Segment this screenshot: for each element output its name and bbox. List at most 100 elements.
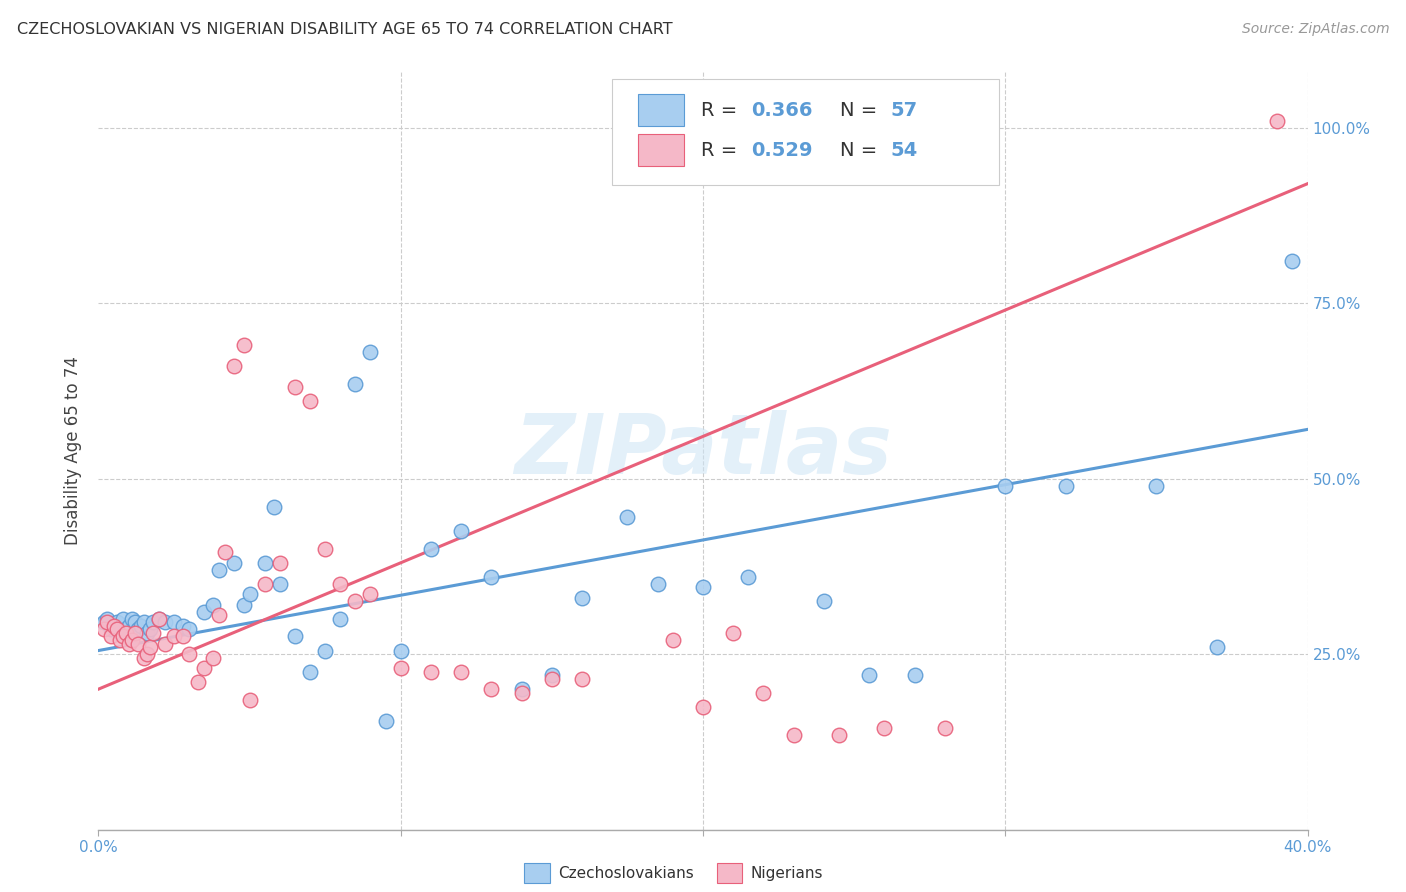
Point xyxy=(105,623,128,637)
Point xyxy=(135,647,157,661)
Point xyxy=(118,619,141,633)
Point xyxy=(253,577,276,591)
Point xyxy=(132,650,155,665)
Point xyxy=(1281,254,1303,268)
Point xyxy=(135,626,157,640)
Point xyxy=(692,580,714,594)
Point xyxy=(540,668,562,682)
Point xyxy=(692,699,714,714)
Point xyxy=(481,570,503,584)
Point xyxy=(329,577,352,591)
Text: R =: R = xyxy=(700,101,744,120)
Point xyxy=(314,541,336,556)
Point xyxy=(121,633,143,648)
Text: 57: 57 xyxy=(890,101,918,120)
Point xyxy=(148,612,170,626)
Point xyxy=(344,594,367,608)
Point xyxy=(329,612,352,626)
Point xyxy=(111,630,134,644)
Point xyxy=(214,545,236,559)
Point xyxy=(269,556,291,570)
Point xyxy=(111,612,134,626)
Point xyxy=(616,510,638,524)
Point xyxy=(1144,478,1167,492)
Point xyxy=(389,643,412,657)
Point xyxy=(571,672,593,686)
Point xyxy=(232,338,254,352)
Text: Czechoslovakians: Czechoslovakians xyxy=(558,866,695,880)
Text: R =: R = xyxy=(700,141,744,160)
Text: N =: N = xyxy=(839,101,883,120)
Point xyxy=(118,636,141,650)
Point xyxy=(124,615,146,630)
Point xyxy=(420,541,443,556)
Point xyxy=(114,626,136,640)
Text: CZECHOSLOVAKIAN VS NIGERIAN DISABILITY AGE 65 TO 74 CORRELATION CHART: CZECHOSLOVAKIAN VS NIGERIAN DISABILITY A… xyxy=(17,22,672,37)
Text: N =: N = xyxy=(839,141,883,160)
Point xyxy=(108,633,131,648)
Point xyxy=(121,612,143,626)
Point xyxy=(193,661,215,675)
Point xyxy=(153,636,176,650)
Point xyxy=(114,623,136,637)
Point xyxy=(163,630,186,644)
Point xyxy=(510,686,533,700)
Point xyxy=(105,615,128,630)
FancyBboxPatch shape xyxy=(613,79,1000,186)
Point xyxy=(873,721,896,735)
Point xyxy=(93,623,115,637)
Point xyxy=(172,630,194,644)
Point xyxy=(813,594,835,608)
Point xyxy=(103,619,125,633)
Point xyxy=(93,615,115,630)
Point xyxy=(163,615,186,630)
Point xyxy=(284,380,307,394)
Point xyxy=(299,394,322,409)
Point xyxy=(737,570,759,584)
Point xyxy=(647,577,669,591)
Point xyxy=(752,686,775,700)
Text: 0.529: 0.529 xyxy=(751,141,813,160)
Point xyxy=(360,587,382,601)
Point xyxy=(450,524,472,539)
Point xyxy=(108,626,131,640)
Point xyxy=(783,728,806,742)
Point xyxy=(934,721,956,735)
Point xyxy=(153,615,176,630)
Point xyxy=(616,152,638,166)
Text: 54: 54 xyxy=(890,141,918,160)
Point xyxy=(661,633,683,648)
Point xyxy=(100,623,122,637)
Point xyxy=(314,643,336,657)
Bar xyxy=(638,95,683,126)
Point xyxy=(269,577,291,591)
Point xyxy=(232,598,254,612)
Point xyxy=(187,675,209,690)
Point xyxy=(420,665,443,679)
Point xyxy=(284,630,307,644)
Text: 0.366: 0.366 xyxy=(751,101,813,120)
Point xyxy=(299,665,322,679)
Point xyxy=(127,636,149,650)
Point xyxy=(1267,113,1289,128)
Point xyxy=(828,728,851,742)
Point xyxy=(224,359,246,374)
Point xyxy=(129,619,152,633)
Bar xyxy=(638,135,683,166)
Point xyxy=(179,623,201,637)
Point xyxy=(723,626,745,640)
Point xyxy=(103,619,125,633)
Point xyxy=(124,626,146,640)
Point xyxy=(132,615,155,630)
Text: ZIPatlas: ZIPatlas xyxy=(515,410,891,491)
Point xyxy=(994,478,1017,492)
Point xyxy=(858,668,880,682)
Point xyxy=(904,668,927,682)
Point xyxy=(100,630,122,644)
Point xyxy=(127,623,149,637)
Point xyxy=(139,640,162,654)
Point xyxy=(450,665,472,679)
Point xyxy=(360,345,382,359)
Point xyxy=(96,612,118,626)
Text: Nigerians: Nigerians xyxy=(751,866,824,880)
